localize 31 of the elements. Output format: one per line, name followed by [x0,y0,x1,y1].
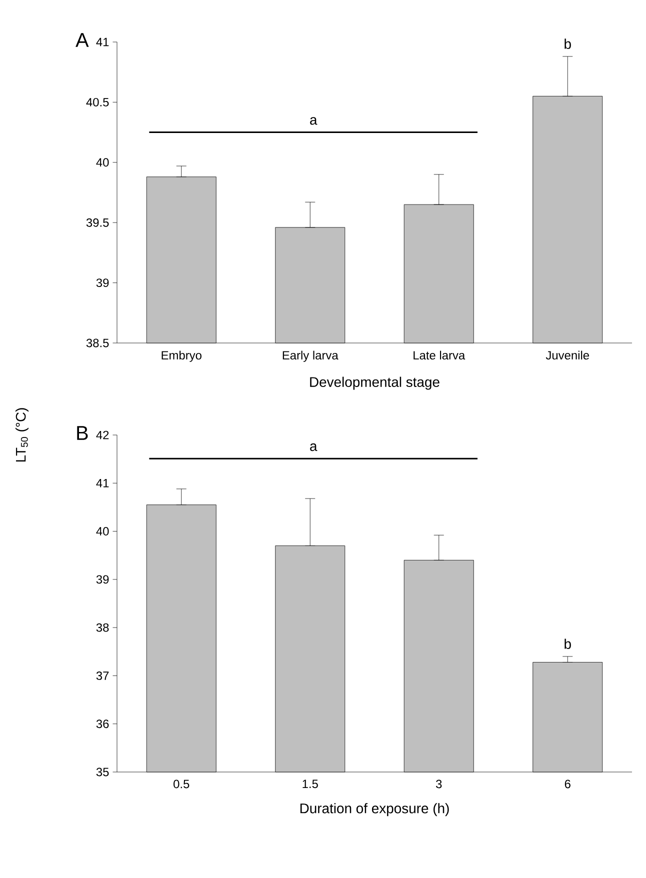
x-tick-label: Early larva [282,350,338,362]
x-tick-label: Late larva [414,350,466,360]
chart-title: A [76,33,89,47]
y-tick-label: 38 [96,623,109,632]
y-tick-label: 42 [96,430,109,440]
x-axis-title: Duration of exposure (h) [300,803,449,816]
y-tick-label: 38.5 [86,338,109,348]
y-tick-label: 39 [96,575,109,584]
chart-title: B [77,426,88,440]
annotation: b [564,38,571,49]
y-tick-label: 41 [96,38,109,46]
annotation: b [564,638,571,649]
y-tick-label: 40 [96,158,109,167]
y-tick-label: 41 [96,479,109,488]
annotation: a [310,117,318,125]
x-tick-label: 1.5 [302,780,318,788]
y-tick-label: 39 [96,278,109,288]
x-tick-label: Juvenile [546,350,590,360]
annotation: a [310,443,318,452]
x-tick-label: 0.5 [174,780,190,788]
x-tick-label: 6 [564,780,570,788]
y-tick-label: 36 [96,720,109,728]
y-tick-label: 40.5 [86,98,109,106]
x-tick-label: Embryo [162,350,202,362]
y-tick-label: 40 [96,527,109,536]
x-tick-label: 3 [436,780,442,788]
y-tick-label: 37 [96,671,109,680]
y-axis-title: LT$_{50}$ (°C) [16,408,28,462]
y-tick-label: 35 [96,768,109,776]
x-axis-title: Developmental stage [310,376,440,390]
y-tick-label: 39.5 [86,218,109,227]
